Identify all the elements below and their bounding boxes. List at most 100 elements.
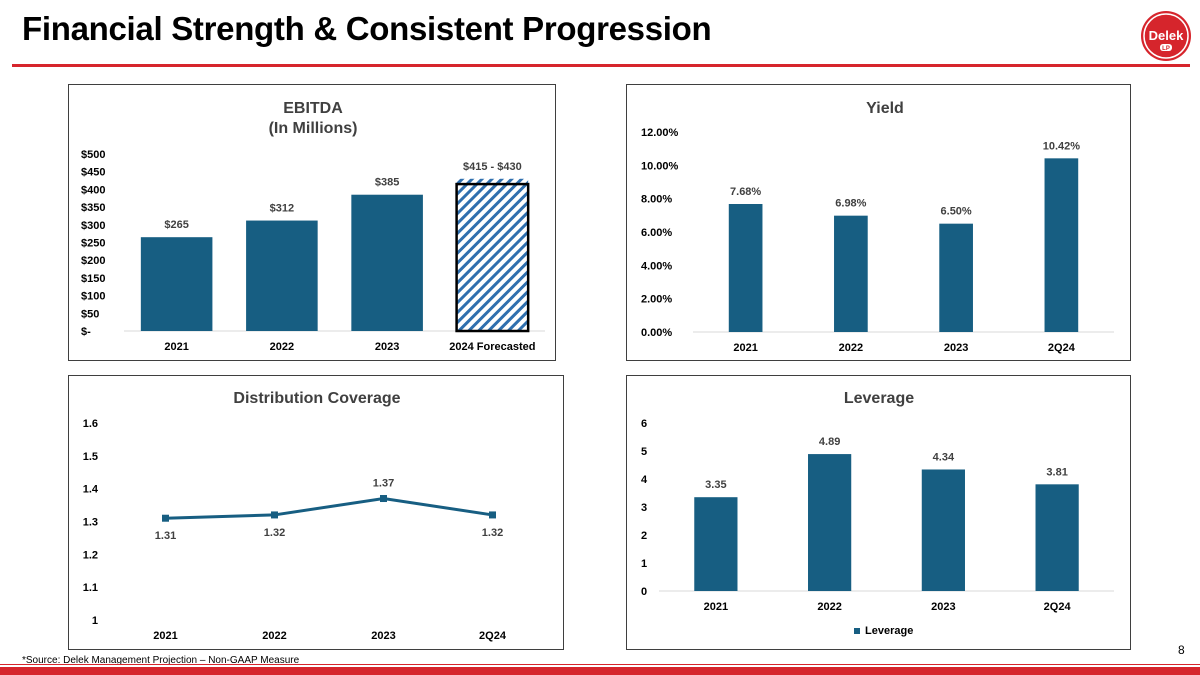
logo-text: Delek	[1149, 28, 1184, 43]
ebitda-ytick-label: $250	[81, 238, 105, 250]
yield-ytick-label: 4.00%	[641, 260, 672, 272]
ebitda-ytick-label: $100	[81, 291, 105, 303]
ebitda-x-label: 2024 Forecasted	[449, 341, 535, 353]
ebitda-title: EBITDA	[283, 100, 343, 117]
coverage-marker	[162, 514, 169, 522]
leverage-data-label: 3.35	[705, 479, 726, 491]
leverage-x-label: 2022	[817, 601, 841, 613]
leverage-chart: Leverage 0 1 2 3 4 5 6 2021 2022 2023 2Q24 3.35 4.89 4…	[641, 390, 1114, 637]
footer-thin-line	[0, 664, 1200, 665]
logo-ring	[1143, 13, 1189, 59]
ebitda-ytick-label: $400	[81, 184, 105, 196]
yield-data-label: 7.68%	[730, 186, 761, 198]
yield-ytick-label: 6.00%	[641, 227, 672, 239]
leverage-legend-swatch	[854, 628, 860, 634]
leverage-bar	[921, 469, 965, 591]
coverage-data-label: 1.32	[482, 527, 503, 539]
coverage-x-label: 2021	[153, 630, 177, 642]
coverage-series-line	[165, 496, 493, 520]
yield-data-label: 6.50%	[941, 206, 972, 218]
coverage-ytick-label: 1.4	[83, 484, 99, 496]
leverage-data-label: 4.89	[819, 436, 840, 448]
ebitda-bar	[246, 220, 318, 331]
leverage-bar	[694, 497, 738, 591]
leverage-ytick-label: 1	[641, 558, 647, 570]
leverage-chart-panel: Leverage 0 1 2 3 4 5 6 2021 2022 2023 2Q24 3.35 4.89 4…	[626, 375, 1131, 650]
ebitda-data-label: $415 - $430	[463, 161, 522, 173]
yield-ytick-label: 2.00%	[641, 294, 672, 306]
yield-bar	[834, 215, 868, 332]
coverage-ytick-label: 1	[92, 615, 98, 627]
yield-data-label: 10.42%	[1043, 140, 1081, 152]
logo-badge	[1160, 44, 1172, 51]
yield-ytick-label: 10.00%	[641, 160, 679, 172]
ebitda-forecast-bar	[456, 178, 529, 331]
page-title: Financial Strength & Consistent Progress…	[22, 10, 712, 47]
logo-subtext: LP	[1162, 46, 1170, 52]
ebitda-ytick-label: $450	[81, 167, 105, 179]
coverage-data-label: 1.37	[373, 478, 394, 490]
ebitda-ytick-label: $350	[81, 202, 105, 214]
yield-x-label: 2021	[733, 342, 757, 354]
coverage-ytick-label: 1.6	[83, 418, 98, 430]
logo-circle	[1141, 11, 1191, 61]
ebitda-forecast-outline	[455, 182, 530, 333]
coverage-ytick-label: 1.1	[83, 582, 98, 594]
ebitda-ytick-label: $300	[81, 220, 105, 232]
coverage-ytick-label: 1.5	[83, 451, 98, 463]
ebitda-ytick-label: $500	[81, 149, 105, 161]
yield-x-label: 2Q24	[1048, 342, 1076, 354]
ebitda-ytick-label: $200	[81, 255, 105, 267]
ebitda-x-label: 2022	[270, 341, 294, 353]
header-divider	[12, 64, 1190, 67]
leverage-bar	[808, 454, 852, 591]
yield-x-label: 2023	[944, 342, 968, 354]
ebitda-data-label: $385	[375, 177, 399, 189]
leverage-title: Leverage	[844, 390, 914, 407]
ebitda-chart: EBITDA (In Millions) $- $50 $100 $150 $200 $250…	[81, 100, 545, 353]
leverage-ytick-label: 3	[641, 502, 647, 514]
ebitda-chart-panel: EBITDA (In Millions) $- $50 $100 $150 $200 $250…	[68, 84, 556, 361]
page-number: 8	[1178, 643, 1185, 657]
yield-chart-panel: Yield 0.00% 2.00% 4.00% 6.00% 8.00% 10.00% 12.0…	[626, 84, 1131, 361]
leverage-ytick-label: 0	[641, 586, 647, 598]
yield-ytick-label: 8.00%	[641, 194, 672, 206]
coverage-data-label: 1.31	[155, 530, 176, 542]
coverage-marker	[380, 495, 387, 503]
yield-data-label: 6.98%	[835, 198, 866, 210]
leverage-x-label: 2Q24	[1044, 601, 1072, 613]
leverage-legend-label: Leverage	[865, 625, 913, 637]
delek-logo: Delek LP	[1141, 11, 1191, 61]
source-footnote: *Source: Delek Management Projection – N…	[22, 655, 300, 666]
yield-ytick-label: 0.00%	[641, 327, 672, 339]
coverage-data-label: 1.32	[264, 527, 285, 539]
coverage-marker	[489, 511, 496, 519]
leverage-data-label: 3.81	[1046, 466, 1067, 478]
ebitda-bar	[140, 237, 213, 331]
yield-title: Yield	[866, 100, 904, 117]
ebitda-subtitle: (In Millions)	[269, 120, 358, 137]
yield-chart: Yield 0.00% 2.00% 4.00% 6.00% 8.00% 10.00% 12.0…	[641, 100, 1114, 354]
coverage-x-label: 2023	[371, 630, 395, 642]
ebitda-x-label: 2021	[164, 341, 188, 353]
coverage-title: Distribution Coverage	[233, 390, 400, 407]
leverage-bar	[1035, 484, 1079, 591]
coverage-ytick-label: 1.2	[83, 549, 98, 561]
leverage-data-label: 4.34	[933, 451, 955, 463]
ebitda-ytick-label: $50	[81, 308, 99, 320]
leverage-ytick-label: 5	[641, 446, 647, 458]
yield-bar	[728, 204, 763, 332]
coverage-ytick-label: 1.3	[83, 517, 98, 529]
ebitda-ytick-label: $-	[81, 326, 91, 338]
yield-x-label: 2022	[839, 342, 863, 354]
ebitda-x-label: 2023	[375, 341, 399, 353]
distribution-coverage-chart-panel: Distribution Coverage 1 1.1 1.2 1.3 1.4 1.5 1.6…	[68, 375, 564, 650]
distribution-coverage-chart: Distribution Coverage 1 1.1 1.2 1.3 1.4 1.5 1.6…	[83, 390, 507, 642]
ebitda-data-label: $312	[270, 203, 294, 215]
yield-bar	[1044, 158, 1079, 332]
ebitda-data-label: $265	[164, 219, 188, 231]
leverage-ytick-label: 6	[641, 418, 647, 430]
coverage-x-label: 2Q24	[479, 630, 507, 642]
footer-band	[0, 667, 1200, 675]
leverage-ytick-label: 4	[641, 474, 648, 486]
